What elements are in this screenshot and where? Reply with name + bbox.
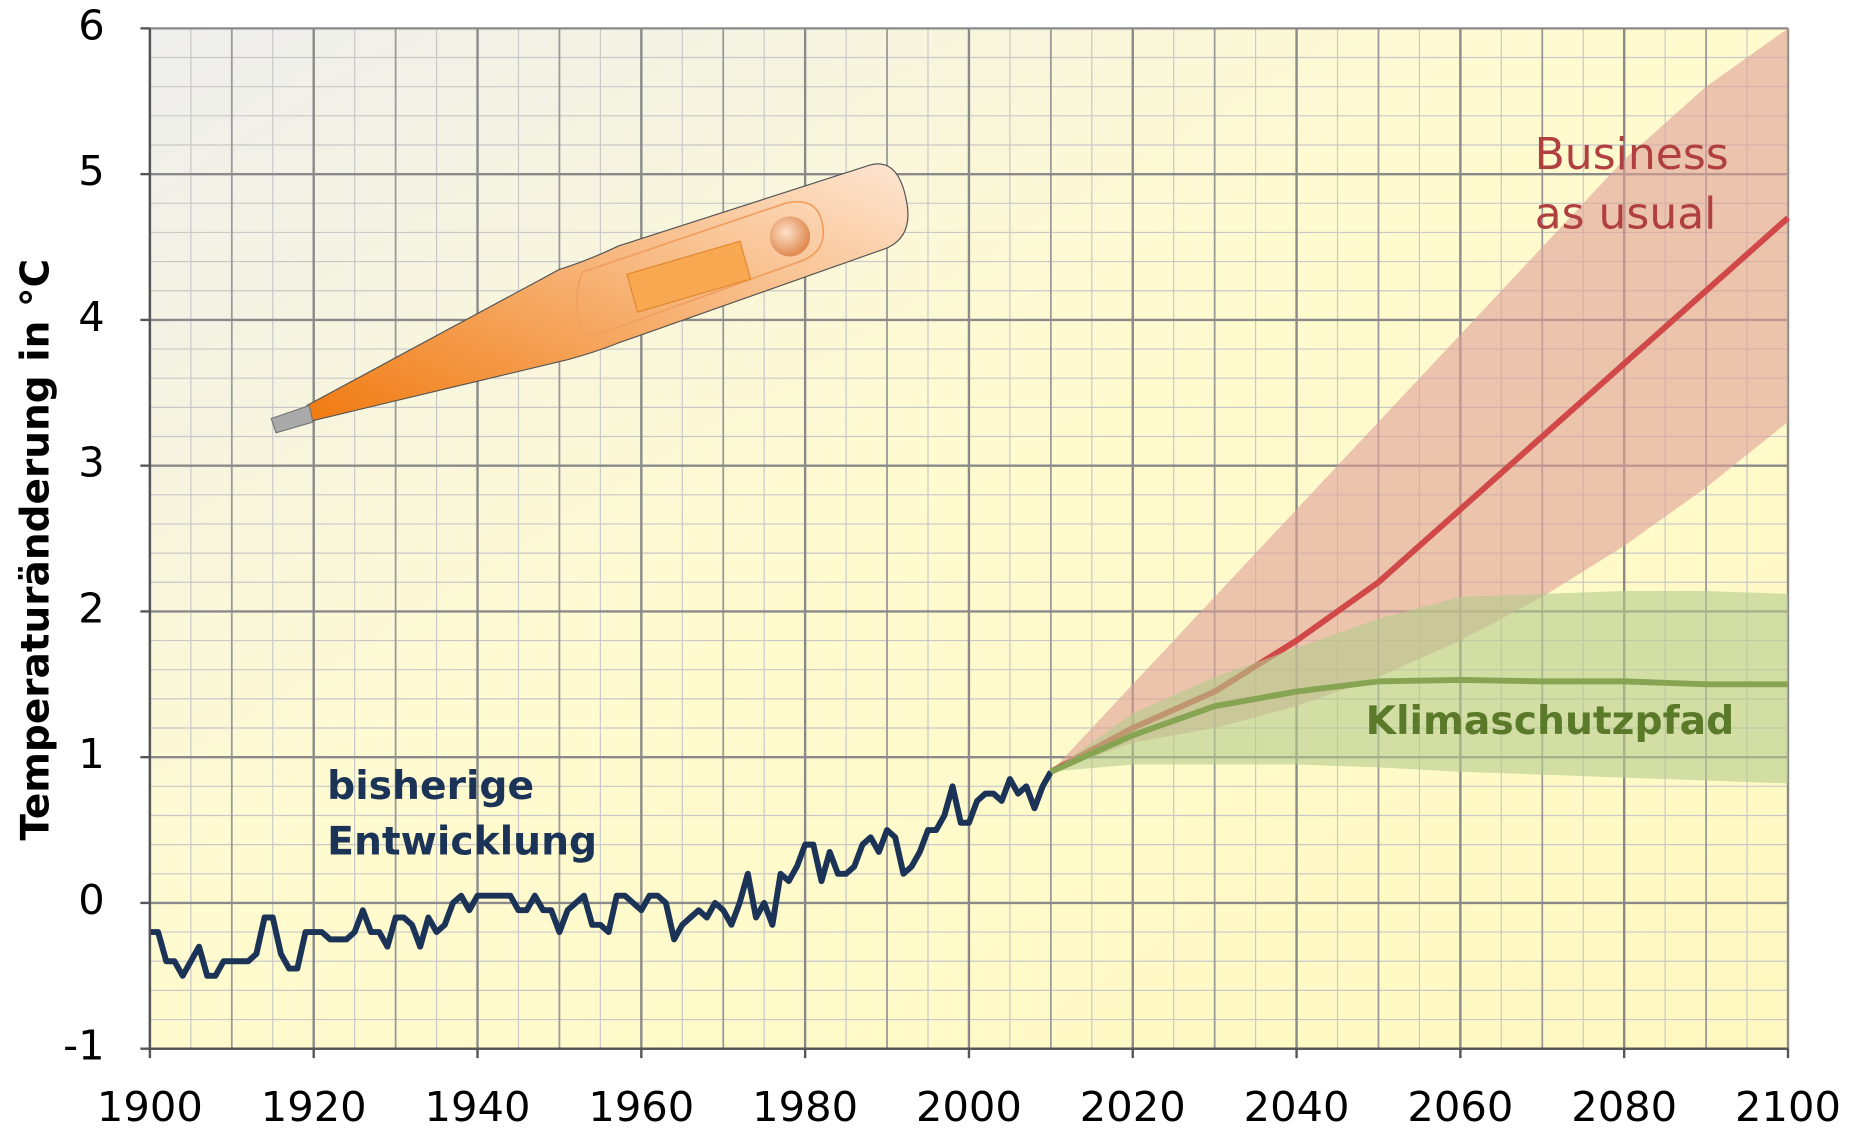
y-tick-label: 0 xyxy=(78,875,104,924)
marks xyxy=(149,28,1790,979)
uncertainty-band xyxy=(1050,28,1789,772)
grid xyxy=(148,27,1790,1050)
series-label: Business xyxy=(1535,129,1729,180)
series-label: bisherige xyxy=(327,764,534,809)
series-label: as usual xyxy=(1535,188,1717,239)
series-label: Entwicklung xyxy=(327,820,597,865)
x-tick-label: 1960 xyxy=(588,1082,694,1131)
x-tick-label: 2020 xyxy=(1080,1082,1186,1131)
y-tick-label: 4 xyxy=(78,292,104,341)
x-tick-label: 2040 xyxy=(1244,1082,1350,1131)
y-tick-label: 5 xyxy=(78,146,104,195)
y-tick-label: 6 xyxy=(78,0,104,49)
x-tick-label: 1940 xyxy=(425,1082,531,1131)
x-tick-label: 1900 xyxy=(97,1082,203,1131)
y-axis-label: Temperaturänderung in °C xyxy=(13,259,58,841)
series-line xyxy=(1049,676,1789,775)
uncertainty-band xyxy=(1050,591,1789,784)
x-tick-label: 2060 xyxy=(1407,1082,1513,1131)
x-tick-label: 2080 xyxy=(1571,1082,1677,1131)
y-tick-label: -1 xyxy=(63,1021,105,1070)
x-tick-label: 1980 xyxy=(752,1082,858,1131)
x-tick-label: 1920 xyxy=(261,1082,367,1131)
series-line xyxy=(149,770,1054,979)
y-tick-label: 3 xyxy=(78,438,104,487)
series-label: Klimaschutzpfad xyxy=(1366,699,1735,744)
y-tick-label: 1 xyxy=(78,729,104,778)
y-tick-label: 2 xyxy=(78,584,104,633)
x-tick-label: 2100 xyxy=(1735,1082,1841,1131)
x-tick-label: 2000 xyxy=(916,1082,1022,1131)
thermometer-icon xyxy=(270,163,909,434)
